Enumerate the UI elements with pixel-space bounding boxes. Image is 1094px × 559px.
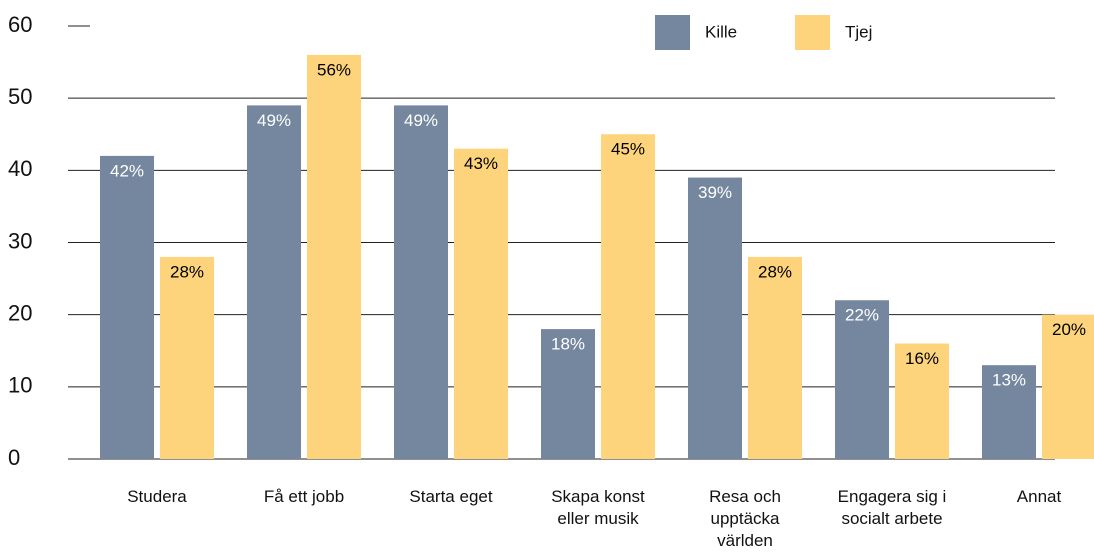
bar (247, 105, 301, 459)
value-label: 28% (758, 262, 792, 281)
y-tick-label: 50 (8, 84, 32, 109)
legend-label: Kille (705, 22, 737, 41)
value-label: 43% (464, 154, 498, 173)
value-label: 56% (317, 60, 351, 79)
bar (1042, 314, 1094, 459)
value-label: 20% (1052, 320, 1086, 339)
legend-swatch (795, 15, 830, 50)
y-tick-label: 20 (8, 300, 32, 325)
y-tick-label: 40 (8, 156, 32, 181)
bar (541, 329, 595, 459)
value-label: 22% (845, 306, 879, 325)
value-label: 49% (404, 111, 438, 130)
x-tick-label: Annat (1016, 487, 1062, 506)
bar (454, 148, 508, 459)
value-label: 42% (110, 161, 144, 180)
bar (688, 177, 742, 460)
legend-swatch (655, 15, 690, 50)
value-label: 39% (698, 183, 732, 202)
bar (160, 256, 214, 459)
bar (982, 365, 1036, 459)
value-label: 49% (257, 111, 291, 130)
legend-label: Tjej (845, 22, 872, 41)
x-tick-label: Starta eget (409, 487, 493, 506)
x-tick-label: Resa och upptäcka världen (709, 487, 781, 550)
x-tick-label: Få ett jobb (263, 487, 345, 506)
bar (601, 134, 655, 459)
x-tick-label: Studera (127, 487, 187, 506)
x-tick-label: Skapa konst eller musik (551, 487, 645, 528)
bar (748, 256, 802, 459)
value-label: 45% (611, 140, 645, 159)
x-tick-label: Engagera sig i socialt arbete (837, 487, 947, 528)
y-tick-label: 10 (8, 373, 32, 398)
value-label: 16% (905, 349, 939, 368)
y-tick-label: 0 (8, 445, 20, 470)
y-tick-label: 60 (8, 12, 32, 37)
value-label: 18% (551, 335, 585, 354)
bar (835, 300, 889, 459)
bar (100, 155, 154, 459)
bar (895, 343, 949, 459)
y-tick-label: 30 (8, 228, 32, 253)
bar (394, 105, 448, 459)
value-label: 13% (992, 371, 1026, 390)
value-label: 28% (170, 262, 204, 281)
bar (307, 54, 361, 459)
